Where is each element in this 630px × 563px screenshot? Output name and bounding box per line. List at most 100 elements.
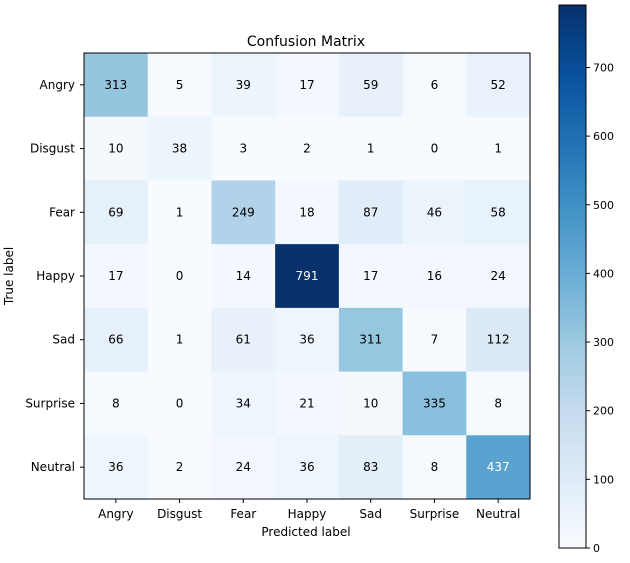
cell-value-label: 36 bbox=[299, 333, 314, 347]
heatmap-cell bbox=[84, 53, 149, 118]
y-tick-label: Sad bbox=[52, 333, 75, 347]
x-tick-label: Surprise bbox=[410, 507, 460, 521]
heatmap-cell bbox=[211, 371, 276, 436]
y-axis-label: True label bbox=[2, 247, 16, 306]
cell-value-label: 59 bbox=[363, 78, 378, 92]
cell-value-label: 313 bbox=[104, 78, 127, 92]
colorbar-tick-label: 100 bbox=[593, 473, 614, 486]
heatmap-cell bbox=[275, 244, 340, 309]
heatmap-cell bbox=[466, 116, 531, 181]
y-tick-label: Happy bbox=[36, 269, 75, 283]
cell-value-label: 7 bbox=[431, 333, 439, 347]
cell-value-label: 791 bbox=[296, 269, 319, 283]
heatmap-cell bbox=[84, 435, 149, 500]
heatmap-cell bbox=[275, 307, 340, 373]
colorbar-ticks: 0 100 200 300 400 500 600 700 bbox=[586, 61, 614, 555]
y-tick-label: Angry bbox=[40, 78, 75, 92]
colorbar-tick-label: 700 bbox=[593, 61, 614, 74]
cell-value-label: 0 bbox=[431, 142, 439, 156]
heatmap-cell bbox=[84, 244, 149, 309]
heatmap-cell bbox=[402, 116, 467, 181]
cell-value-label: 14 bbox=[236, 269, 251, 283]
colorbar-tick-label: 300 bbox=[593, 336, 614, 349]
x-tick-label: Neutral bbox=[476, 507, 520, 521]
cell-value-label: 38 bbox=[172, 142, 187, 156]
cell-value-label: 10 bbox=[363, 396, 378, 410]
heatmap-cell bbox=[84, 180, 149, 245]
colorbar-tick-label: 200 bbox=[593, 405, 614, 418]
cell-value-label: 2 bbox=[176, 460, 184, 474]
cell-value-label: 1 bbox=[176, 205, 184, 219]
heatmap-cell bbox=[338, 435, 404, 500]
heatmap-cell bbox=[466, 53, 531, 118]
y-tick-label: Fear bbox=[49, 205, 75, 219]
cell-value-label: 18 bbox=[299, 205, 314, 219]
x-tick-label: Sad bbox=[359, 507, 382, 521]
heatmap-cell bbox=[211, 180, 276, 245]
cell-value-label: 2 bbox=[303, 142, 311, 156]
x-axis-label: Predicted label bbox=[261, 525, 350, 539]
heatmap-cell bbox=[275, 180, 340, 245]
cell-value-label: 17 bbox=[108, 269, 123, 283]
colorbar-tick-label: 0 bbox=[593, 542, 600, 555]
colorbar-tick-label: 400 bbox=[593, 267, 614, 280]
cell-value-label: 112 bbox=[487, 333, 510, 347]
heatmap-cell bbox=[466, 180, 531, 245]
chart-title: Confusion Matrix bbox=[247, 34, 365, 50]
heatmap-cell bbox=[338, 53, 404, 118]
heatmap-cell bbox=[147, 244, 212, 309]
cell-value-label: 1 bbox=[367, 142, 375, 156]
heatmap-cell bbox=[84, 116, 149, 181]
cell-value-label: 17 bbox=[363, 269, 378, 283]
cell-value-label: 66 bbox=[108, 333, 123, 347]
cell-value-label: 36 bbox=[299, 460, 314, 474]
cell-value-label: 16 bbox=[427, 269, 442, 283]
y-tick-label: Surprise bbox=[25, 396, 75, 410]
colorbar-tick-label: 500 bbox=[593, 199, 614, 212]
x-axis-ticks: Angry Disgust Fear Happy Sad Surprise Neutral bbox=[98, 499, 520, 521]
heatmap-cell bbox=[147, 371, 212, 436]
cell-value-label: 36 bbox=[108, 460, 123, 474]
heatmap-cell bbox=[147, 53, 212, 118]
heatmap-cell bbox=[338, 116, 404, 181]
cell-value-label: 8 bbox=[431, 460, 439, 474]
y-tick-label: Neutral bbox=[31, 460, 75, 474]
cell-value-label: 39 bbox=[236, 78, 251, 92]
cell-value-label: 87 bbox=[363, 205, 378, 219]
cell-value-label: 69 bbox=[108, 205, 123, 219]
heatmap-cell bbox=[275, 53, 340, 118]
heatmap-cell bbox=[147, 116, 212, 181]
heatmap-cell bbox=[275, 435, 340, 500]
heatmap-cell bbox=[147, 180, 212, 245]
cell-value-label: 17 bbox=[299, 78, 314, 92]
heatmap-cell bbox=[466, 307, 531, 373]
heatmap-cell bbox=[211, 116, 276, 181]
cell-value-label: 0 bbox=[176, 269, 184, 283]
heatmap-cell bbox=[402, 307, 467, 373]
x-tick-label: Fear bbox=[230, 507, 256, 521]
x-tick-label: Happy bbox=[288, 507, 327, 521]
heatmap-cell bbox=[466, 435, 531, 500]
cell-value-label: 311 bbox=[359, 333, 382, 347]
heatmap-cell bbox=[402, 435, 467, 500]
heatmap-cell bbox=[402, 53, 467, 118]
cell-value-label: 1 bbox=[494, 142, 502, 156]
cell-value-label: 58 bbox=[491, 205, 506, 219]
x-tick-label: Angry bbox=[98, 507, 133, 521]
heatmap-cell bbox=[84, 371, 149, 436]
heatmap-cell bbox=[466, 371, 531, 436]
heatmap-cell bbox=[211, 435, 276, 500]
cell-value-label: 24 bbox=[491, 269, 506, 283]
cell-value-label: 46 bbox=[427, 205, 442, 219]
heatmap-cell bbox=[84, 307, 149, 373]
cell-value-label: 1 bbox=[176, 333, 184, 347]
heatmap-cell bbox=[338, 180, 404, 245]
heatmap-cell bbox=[402, 180, 467, 245]
cell-value-label: 61 bbox=[236, 333, 251, 347]
heatmap-cell bbox=[338, 371, 404, 436]
cell-value-label: 34 bbox=[236, 396, 251, 410]
cell-value-label: 10 bbox=[108, 142, 123, 156]
cell-value-label: 24 bbox=[236, 460, 251, 474]
